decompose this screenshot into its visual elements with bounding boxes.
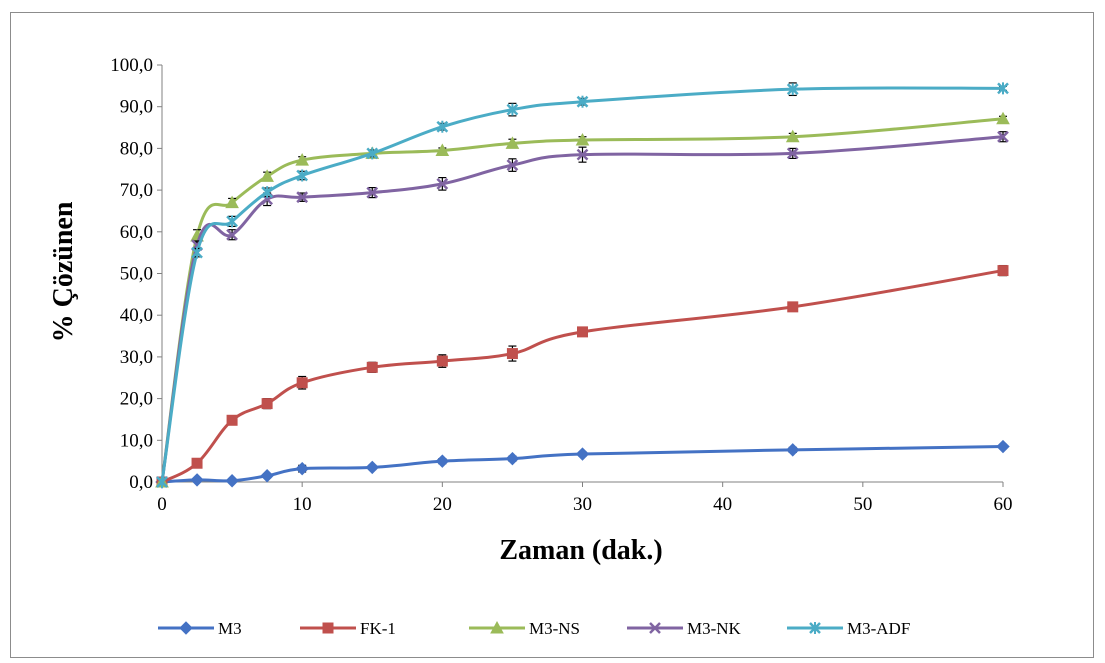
series-m3-nk xyxy=(156,130,1009,488)
y-tick-label: 30,0 xyxy=(120,347,153,368)
data-point-m3 xyxy=(295,461,309,476)
legend: M3 FK-1 M3-NS M3-NK M3-ADF xyxy=(158,619,910,638)
data-point-fk-1 xyxy=(191,457,203,469)
data-point-m3-adf xyxy=(296,169,309,182)
legend-entry-m3-nk: M3-NK xyxy=(627,619,742,638)
legend-marker-m3 xyxy=(179,621,193,635)
data-point-m3-nk xyxy=(226,228,238,241)
data-point-m3-ns xyxy=(575,133,590,146)
y-tick-label: 100,0 xyxy=(110,55,153,76)
data-point-m3 xyxy=(575,447,590,461)
data-point-m3 xyxy=(435,454,450,468)
legend-marker-m3-ns xyxy=(490,620,504,634)
data-point-m3-adf xyxy=(156,476,168,488)
data-point-m3-ns xyxy=(785,129,800,143)
data-point-fk-1 xyxy=(261,398,273,410)
y-tick-label: 70,0 xyxy=(120,180,153,201)
data-point-m3-nk xyxy=(576,148,589,161)
y-tick-label: 10,0 xyxy=(120,430,153,451)
x-tick-label: 50 xyxy=(853,494,872,515)
legend-marker-fk-1 xyxy=(322,622,334,634)
data-point-m3 xyxy=(365,460,379,475)
data-point-m3 xyxy=(225,474,239,488)
y-tick-label: 90,0 xyxy=(120,97,153,118)
data-point-m3-nk xyxy=(786,147,799,160)
legend-label-m3-ns: M3-NS xyxy=(529,619,580,638)
series-m3-ns xyxy=(155,111,1010,488)
x-tick-label: 20 xyxy=(433,494,452,515)
y-tick-label: 50,0 xyxy=(120,264,153,285)
y-axis-title: % Çözünen xyxy=(48,201,79,342)
data-point-m3-ns xyxy=(225,195,239,209)
y-tick-label: 40,0 xyxy=(120,305,153,326)
data-point-fk-1 xyxy=(506,348,518,360)
legend-label-m3-nk: M3-NK xyxy=(687,619,742,638)
data-point-m3-ns xyxy=(435,143,450,156)
x-axis-title: Zaman (dak.) xyxy=(499,535,662,566)
data-point-m3-adf xyxy=(191,246,203,259)
legend-marker-m3-nk xyxy=(649,622,661,634)
y-tick-label: 60,0 xyxy=(120,222,153,243)
legend-entry-m3: M3 xyxy=(158,619,242,638)
data-point-m3-adf xyxy=(576,95,589,108)
data-point-m3-ns xyxy=(260,169,274,182)
y-tick-label: 20,0 xyxy=(120,389,153,410)
data-point-m3-adf xyxy=(366,147,379,160)
x-tick-label: 40 xyxy=(713,494,732,515)
series-line-m3-adf xyxy=(160,86,1004,483)
legend-label-m3-adf: M3-ADF xyxy=(847,619,910,638)
data-point-m3-adf xyxy=(226,215,238,228)
series-m3-adf xyxy=(156,82,1009,488)
data-point-m3-nk xyxy=(506,159,519,171)
legend-entry-m3-ns: M3-NS xyxy=(469,619,580,638)
legend-label-m3: M3 xyxy=(218,619,242,638)
axes: 0,0 10,0 20,0 30,0 40,0 50,0 60,0 70,0 80,0 90,0 1… xyxy=(110,55,1012,515)
data-point-m3-ns xyxy=(505,136,520,149)
y-tick-label: 80,0 xyxy=(120,138,153,159)
legend-marker-m3-adf xyxy=(809,622,821,634)
x-tick-label: 30 xyxy=(573,494,592,515)
data-point-m3-ns xyxy=(295,153,310,166)
data-point-m3 xyxy=(996,439,1010,454)
data-point-m3-adf xyxy=(436,120,449,133)
series-fk-1 xyxy=(156,264,1009,488)
data-point-m3-adf xyxy=(506,103,519,116)
y-tick-label: 0,0 xyxy=(129,472,153,493)
data-point-fk-1 xyxy=(997,265,1009,277)
data-point-fk-1 xyxy=(787,301,799,313)
series-layer xyxy=(155,82,1010,489)
data-point-m3-adf xyxy=(261,186,274,199)
data-point-fk-1 xyxy=(577,326,588,338)
series-line-m3-ns xyxy=(160,117,1004,483)
data-point-m3-adf xyxy=(997,82,1009,95)
data-point-fk-1 xyxy=(436,355,448,367)
data-point-m3-nk xyxy=(997,130,1009,143)
data-point-m3 xyxy=(786,443,800,457)
data-point-m3 xyxy=(260,469,274,483)
data-point-m3-nk xyxy=(436,177,449,190)
x-tick-label: 10 xyxy=(293,494,312,515)
data-point-m3-adf xyxy=(786,83,799,96)
x-tick-label: 60 xyxy=(994,494,1013,515)
data-point-m3-nk xyxy=(296,191,309,204)
series-m3 xyxy=(155,439,1010,489)
data-point-fk-1 xyxy=(366,361,378,373)
chart-frame xyxy=(10,12,1094,658)
data-point-m3-ns xyxy=(996,111,1010,125)
series-line-m3-nk xyxy=(160,135,1004,483)
data-point-m3 xyxy=(190,473,204,487)
data-point-fk-1 xyxy=(296,377,308,389)
data-point-m3-nk xyxy=(366,186,379,199)
data-point-m3 xyxy=(505,451,520,466)
legend-label-fk-1: FK-1 xyxy=(360,619,396,638)
data-point-fk-1 xyxy=(226,414,238,426)
x-tick-label: 0 xyxy=(157,494,167,515)
legend-entry-m3-adf: M3-ADF xyxy=(787,619,910,638)
legend-entry-fk-1: FK-1 xyxy=(300,619,396,638)
